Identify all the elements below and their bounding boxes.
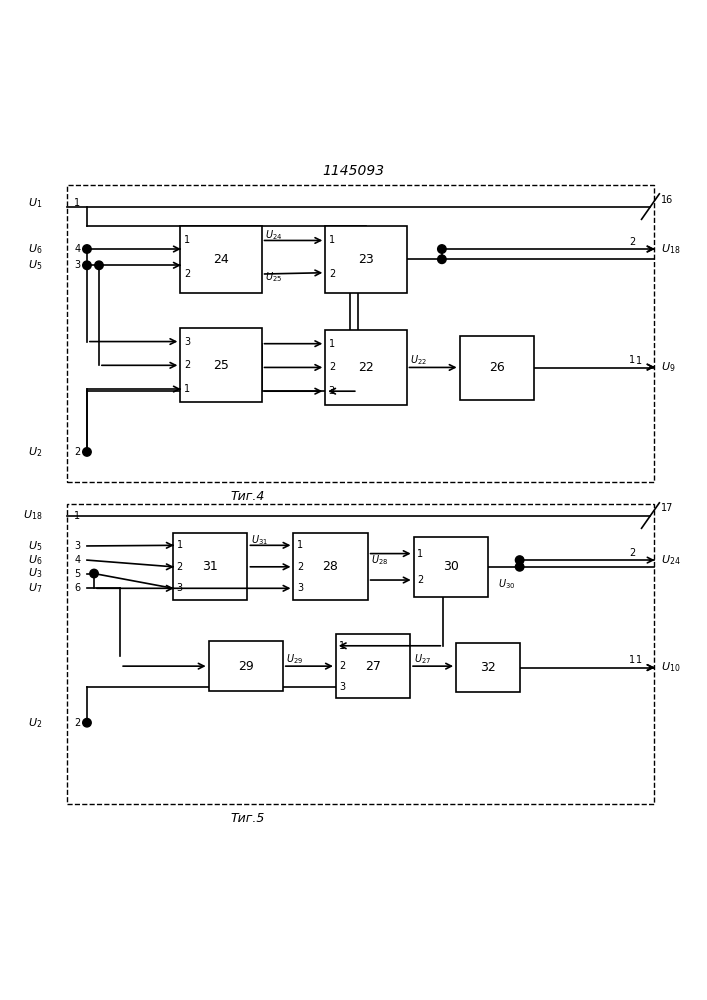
Bar: [180, 226, 262, 293]
Text: $U_5$: $U_5$: [28, 258, 42, 272]
Text: 3: 3: [339, 682, 346, 692]
Text: 1: 1: [417, 549, 423, 559]
Text: $U_{24}$: $U_{24}$: [265, 228, 283, 242]
Bar: [67, 185, 654, 482]
Text: 1: 1: [74, 198, 81, 208]
Text: 1: 1: [184, 384, 190, 394]
Text: $U_{30}$: $U_{30}$: [498, 578, 516, 591]
Text: 1: 1: [636, 356, 643, 366]
Text: 17: 17: [661, 503, 674, 513]
Text: 2: 2: [629, 237, 636, 247]
Text: 1: 1: [329, 339, 335, 349]
Text: 1: 1: [329, 235, 335, 245]
Text: 1: 1: [74, 511, 81, 521]
Bar: [414, 537, 488, 597]
Text: 6: 6: [74, 583, 81, 593]
Text: $U_{10}$: $U_{10}$: [661, 661, 681, 674]
Text: 4: 4: [74, 244, 81, 254]
Text: $U_6$: $U_6$: [28, 553, 42, 567]
Text: 22: 22: [358, 361, 374, 374]
Text: 2: 2: [184, 269, 190, 279]
Circle shape: [515, 556, 524, 564]
Text: $U_{22}$: $U_{22}$: [410, 353, 427, 367]
Text: Τиг.5: Τиг.5: [230, 812, 264, 825]
Text: 1: 1: [297, 540, 303, 550]
Text: $U_7$: $U_7$: [28, 581, 42, 595]
Text: 2: 2: [339, 661, 346, 671]
Text: $U_{27}$: $U_{27}$: [414, 652, 431, 666]
Text: 2: 2: [417, 575, 423, 585]
Bar: [180, 328, 262, 402]
Text: 28: 28: [322, 560, 339, 573]
Text: $U_9$: $U_9$: [661, 360, 676, 374]
Text: $U_1$: $U_1$: [28, 196, 42, 210]
Text: 29: 29: [238, 660, 254, 673]
Text: 4: 4: [74, 555, 81, 565]
Text: 3: 3: [74, 260, 81, 270]
Text: 30: 30: [443, 560, 459, 573]
Text: 3: 3: [329, 386, 335, 396]
Text: 2: 2: [74, 447, 81, 457]
Text: $U_{25}$: $U_{25}$: [265, 271, 282, 284]
Text: 23: 23: [358, 253, 374, 266]
Text: 26: 26: [489, 361, 505, 374]
Text: 1: 1: [339, 641, 346, 651]
Text: $U_2$: $U_2$: [28, 716, 42, 730]
Bar: [173, 533, 247, 600]
Circle shape: [515, 563, 524, 571]
Text: 2: 2: [74, 718, 81, 728]
Circle shape: [83, 245, 91, 253]
Text: 3: 3: [184, 337, 190, 347]
Text: 3: 3: [177, 583, 183, 593]
Circle shape: [83, 448, 91, 456]
Text: 31: 31: [202, 560, 218, 573]
Text: 2: 2: [184, 360, 190, 370]
Text: 3: 3: [74, 541, 81, 551]
Bar: [293, 533, 368, 600]
Text: $U_2$: $U_2$: [28, 445, 42, 459]
Text: 2: 2: [329, 362, 335, 372]
Text: 3: 3: [297, 583, 303, 593]
Text: Τиг.4: Τиг.4: [230, 490, 264, 503]
Text: 2: 2: [177, 562, 183, 572]
Text: $U_{31}$: $U_{31}$: [251, 533, 268, 547]
Text: 1: 1: [629, 655, 636, 665]
Bar: [336, 634, 410, 698]
Text: 1: 1: [636, 655, 643, 665]
Bar: [325, 330, 407, 405]
Bar: [209, 641, 283, 691]
Text: 1: 1: [629, 355, 636, 365]
Text: $U_{29}$: $U_{29}$: [286, 652, 303, 666]
Text: 5: 5: [74, 569, 81, 579]
Bar: [325, 226, 407, 293]
Text: 2: 2: [629, 548, 636, 558]
Bar: [460, 336, 534, 400]
Text: 25: 25: [213, 359, 229, 372]
Text: 2: 2: [329, 269, 335, 279]
Text: $U_{28}$: $U_{28}$: [371, 553, 389, 567]
Circle shape: [83, 718, 91, 727]
Text: 2: 2: [297, 562, 303, 572]
Circle shape: [90, 569, 98, 578]
Text: $U_{24}$: $U_{24}$: [661, 553, 681, 567]
Circle shape: [438, 255, 446, 264]
Text: 1: 1: [177, 540, 183, 550]
Circle shape: [83, 261, 91, 270]
Text: 16: 16: [661, 195, 673, 205]
Text: 24: 24: [213, 253, 229, 266]
Text: 27: 27: [365, 660, 381, 673]
Bar: [456, 643, 520, 692]
Text: 1: 1: [184, 235, 190, 245]
Text: 32: 32: [480, 661, 496, 674]
Text: $U_3$: $U_3$: [28, 567, 42, 580]
Text: 1145093: 1145093: [322, 164, 385, 178]
Circle shape: [438, 245, 446, 253]
Text: $U_6$: $U_6$: [28, 242, 42, 256]
Bar: [67, 504, 654, 804]
Text: $U_5$: $U_5$: [28, 539, 42, 553]
Text: $U_{18}$: $U_{18}$: [23, 509, 42, 522]
Text: $U_{18}$: $U_{18}$: [661, 242, 681, 256]
Circle shape: [95, 261, 103, 270]
